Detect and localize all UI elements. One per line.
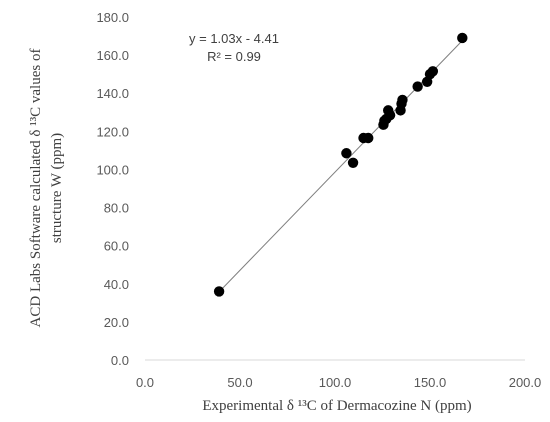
- r-squared-label: R² = 0.99: [207, 49, 261, 64]
- y-tick-label: 60.0: [104, 239, 129, 254]
- y-axis-label-line-2: structure W (ppm): [49, 133, 65, 243]
- y-tick-label: 100.0: [96, 162, 129, 177]
- x-tick-label: 150.0: [414, 375, 447, 390]
- data-point: [427, 66, 439, 77]
- x-tick-label: 100.0: [319, 375, 352, 390]
- trendline-equation: y = 1.03x - 4.41: [189, 31, 279, 46]
- x-axis-ticks: 0.0 50.0 100.0 150.0 200.0: [136, 375, 541, 390]
- data-point: [341, 148, 352, 159]
- y-axis-ticks: 0.0 20.0 40.0 60.0 80.0 100.0 120.0 140.0 160.0 1…: [96, 10, 129, 368]
- y-tick-label: 120.0: [96, 124, 129, 139]
- y-tick-label: 140.0: [96, 86, 129, 101]
- y-axis-label-line-1: ACD Labs Software calculated δ ¹³C value…: [28, 49, 44, 328]
- data-point: [384, 109, 396, 121]
- y-tick-label: 80.0: [104, 201, 129, 216]
- y-tick-label: 40.0: [104, 277, 129, 292]
- data-points: [213, 32, 468, 297]
- trendline: [218, 40, 463, 293]
- x-axis-label: Experimental δ ¹³C of Dermacozine N (ppm…: [202, 398, 471, 414]
- y-tick-label: 160.0: [96, 48, 129, 63]
- data-point: [347, 157, 359, 168]
- y-tick-label: 0.0: [111, 353, 129, 368]
- data-point: [397, 94, 408, 106]
- x-tick-label: 50.0: [227, 375, 252, 390]
- data-point: [412, 81, 423, 92]
- data-point: [363, 132, 374, 144]
- data-point: [457, 32, 468, 44]
- x-tick-label: 200.0: [509, 375, 542, 390]
- data-point: [213, 286, 225, 297]
- y-tick-label: 20.0: [104, 315, 129, 330]
- x-tick-label: 0.0: [136, 375, 154, 390]
- y-tick-label: 180.0: [96, 10, 129, 25]
